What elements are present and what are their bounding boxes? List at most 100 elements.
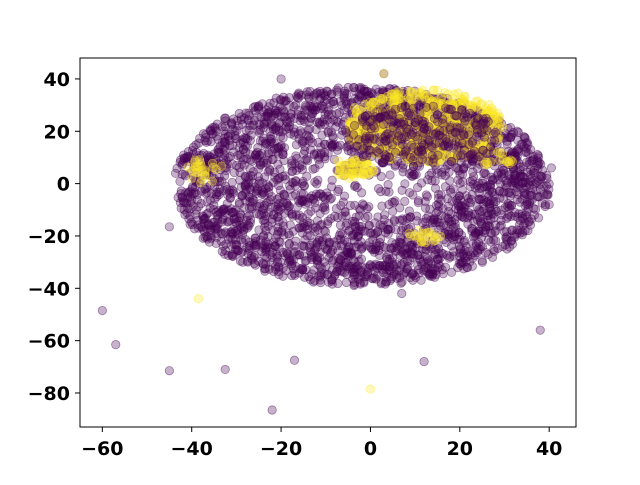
scatter-point-c0-1227 bbox=[438, 136, 448, 146]
scatter-point-c0-1146 bbox=[463, 219, 473, 229]
scatter-point-c0-1137 bbox=[318, 203, 328, 213]
scatter-point-c0-974 bbox=[212, 232, 222, 242]
scatter-point-c0-859 bbox=[519, 141, 529, 152]
scatter-point-c0-554 bbox=[214, 190, 224, 200]
scatter-point-c0-2287 bbox=[294, 210, 305, 220]
scatter-point-c0-877 bbox=[388, 94, 398, 104]
scatter-point-c0-399 bbox=[484, 185, 495, 195]
scatter-point-c0-812 bbox=[284, 240, 294, 250]
scatter-point-c0-799 bbox=[488, 209, 498, 219]
scatter-point-c0-922 bbox=[244, 193, 255, 203]
scatter-point-c0-995 bbox=[396, 226, 407, 236]
scatter-point-c0-802 bbox=[242, 215, 252, 226]
scatter-point-c0-332 bbox=[487, 187, 497, 197]
scatter-point-c0-2190 bbox=[421, 217, 431, 227]
scatter-point-c0-288 bbox=[205, 157, 215, 167]
scatter-point-c0-512 bbox=[387, 257, 397, 267]
scatter-point-c0-41 bbox=[473, 229, 484, 239]
scatter-point-c0-79 bbox=[470, 123, 480, 133]
scatter-point-c0-471 bbox=[428, 266, 438, 276]
scatter-point-c0-574 bbox=[478, 213, 488, 224]
scatter-point-c0-657 bbox=[444, 214, 454, 224]
scatter-point-c0-1051 bbox=[199, 214, 209, 224]
scatter-point-c0-942 bbox=[227, 234, 238, 244]
scatter-point-c0-389 bbox=[474, 238, 484, 248]
scatter-point-c0-1268 bbox=[299, 181, 309, 191]
scatter-point-c0-1188 bbox=[494, 128, 504, 138]
scatter-point-c0-106 bbox=[250, 150, 260, 160]
scatter-point-c0-1158 bbox=[428, 239, 438, 250]
scatter-point-c0-927 bbox=[192, 189, 202, 200]
scatter-point-c0-890 bbox=[464, 197, 474, 207]
scatter-point-c0-2567 bbox=[317, 220, 327, 230]
scatter-point-c0-2289 bbox=[312, 117, 322, 127]
scatter-point-c0-178 bbox=[486, 179, 496, 190]
scatter-point-c0-1658 bbox=[389, 215, 399, 225]
scatter-point-c0-570 bbox=[273, 200, 283, 210]
scatter-point-c0-314 bbox=[396, 139, 406, 149]
scatter-point-c0-875 bbox=[318, 191, 328, 201]
scatter-point-c0-1110 bbox=[231, 160, 242, 171]
scatter-point-c0-1221 bbox=[310, 105, 320, 115]
scatter-point-c0-786 bbox=[437, 128, 448, 139]
scatter-point-c0-52 bbox=[322, 270, 332, 280]
scatter-point-c0-827 bbox=[251, 242, 261, 252]
scatter-point-c0-40 bbox=[294, 268, 304, 278]
scatter-point-c0-1938 bbox=[198, 233, 208, 243]
scatter-point-c0-1141 bbox=[257, 247, 267, 257]
scatter-point-c0-1541 bbox=[389, 197, 399, 208]
scatter-point-c0-1077 bbox=[347, 267, 358, 278]
scatter-point-c0-1272 bbox=[508, 162, 518, 172]
scatter-point-c0-720 bbox=[449, 235, 459, 245]
scatter-point-c0-467 bbox=[306, 247, 316, 258]
scatter-point-c0-938 bbox=[335, 140, 345, 150]
scatter-point-c0-666 bbox=[279, 189, 289, 199]
scatter-point-c0-849 bbox=[315, 95, 325, 105]
scatter-point-c0-624 bbox=[372, 99, 382, 110]
scatter-point-c0-297 bbox=[276, 112, 287, 122]
scatter-point-c0-1111 bbox=[445, 122, 455, 132]
scatter-point-c0-1283 bbox=[471, 241, 481, 251]
scatter-point-c0-186 bbox=[381, 114, 391, 124]
scatter-point-c0-1295 bbox=[469, 179, 479, 189]
scatter-point-c0-201 bbox=[276, 140, 286, 151]
scatter-point-c0-1184 bbox=[506, 132, 516, 142]
scatter-point-c0-515 bbox=[245, 155, 256, 165]
scatter-point-c0-1233 bbox=[430, 245, 441, 255]
scatter-point-c0-323 bbox=[406, 151, 416, 161]
scatter-point-c0-418 bbox=[479, 167, 490, 177]
scatter-point-c0-2375 bbox=[228, 114, 239, 124]
scatter-point-c0-853 bbox=[308, 109, 318, 119]
scatter-point-c0-797 bbox=[427, 218, 437, 228]
scatter-point-c0-292 bbox=[299, 196, 310, 206]
scatter-point-c0-2558 bbox=[203, 218, 213, 229]
scatter-point-c0-2837 bbox=[479, 132, 490, 142]
scatter-point-c0-687 bbox=[314, 152, 324, 162]
scatter-point-c0-765 bbox=[327, 175, 337, 185]
scatter-point-c0-2841 bbox=[457, 138, 467, 149]
scatter-point-c0-1001 bbox=[322, 87, 332, 97]
scatter-point-c0-461 bbox=[198, 129, 209, 139]
scatter-point-c0-2084 bbox=[321, 262, 331, 272]
scatter-point-c0-2527 bbox=[242, 242, 252, 253]
scatter-point-c0-885 bbox=[445, 176, 455, 186]
scatter-point-c0-263 bbox=[391, 270, 401, 280]
scatter-point-c0-351 bbox=[344, 263, 354, 274]
scatter-point-c0-990 bbox=[215, 208, 225, 218]
scatter-point-c0-558 bbox=[287, 167, 297, 177]
scatter-point-c0-2281 bbox=[217, 176, 227, 186]
scatter-point-c0-908 bbox=[273, 142, 284, 153]
scatter-point-c0-364 bbox=[419, 102, 429, 112]
scatter-point-c0-897 bbox=[383, 218, 394, 229]
scatter-point-c0-683 bbox=[512, 183, 522, 193]
scatter-point-c0-2319 bbox=[285, 112, 296, 123]
scatter-point-c0-458 bbox=[298, 264, 308, 275]
scatter-point-c0-315 bbox=[245, 241, 255, 251]
scatter-point-c0-613 bbox=[414, 142, 425, 152]
scatter-point-c0-2037 bbox=[476, 217, 486, 227]
scatter-point-c0-532 bbox=[512, 145, 523, 155]
scatter-point-c0-696 bbox=[513, 189, 523, 199]
scatter-point-c0-534 bbox=[349, 216, 360, 226]
scatter-point-c0-753 bbox=[345, 112, 355, 122]
scatter-point-c0-2500 bbox=[324, 253, 334, 263]
